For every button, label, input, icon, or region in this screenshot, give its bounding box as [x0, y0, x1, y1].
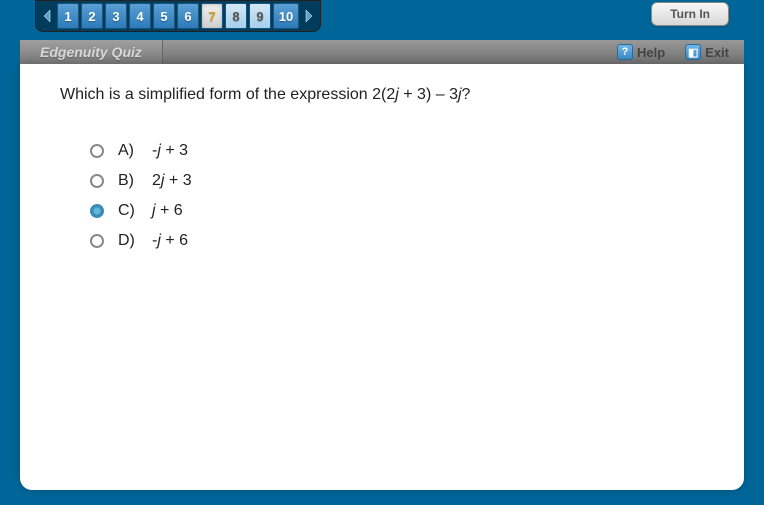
question-nav-5[interactable]: 5: [153, 3, 175, 29]
option-text: -j + 3: [152, 142, 188, 160]
option-text: -j + 6: [152, 232, 188, 250]
option-row-d: D) -j + 6: [90, 232, 704, 250]
option-text: 2j + 3: [152, 172, 192, 190]
option-letter: A): [118, 142, 138, 160]
radio-b[interactable]: [90, 174, 104, 188]
content-area: Which is a simplified form of the expres…: [20, 64, 744, 490]
header-bar: Edgenuity Quiz ? Help ◧ Exit: [20, 40, 744, 64]
radio-c[interactable]: [90, 204, 104, 218]
option-row-a: A) -j + 3: [90, 142, 704, 160]
question-nav-8[interactable]: 8: [225, 3, 247, 29]
question-nav-2[interactable]: 2: [81, 3, 103, 29]
exit-button[interactable]: ◧ Exit: [685, 44, 729, 60]
question-nav-7[interactable]: 7: [201, 3, 223, 29]
option-letter: C): [118, 202, 138, 220]
option-letter: B): [118, 172, 138, 190]
question-nav-10[interactable]: 10: [273, 3, 299, 29]
quiz-title: Edgenuity Quiz: [20, 40, 163, 64]
help-label: Help: [637, 45, 665, 60]
radio-a[interactable]: [90, 144, 104, 158]
option-row-b: B) 2j + 3: [90, 172, 704, 190]
exit-label: Exit: [705, 45, 729, 60]
question-navigator: 12345678910: [35, 0, 321, 32]
next-arrow-icon[interactable]: [300, 3, 318, 29]
prev-arrow-icon[interactable]: [38, 3, 56, 29]
top-bar: 12345678910 Turn In: [0, 0, 764, 30]
question-nav-1[interactable]: 1: [57, 3, 79, 29]
options-list: A) -j + 3 B) 2j + 3 C) j + 6 D) -j + 6: [60, 142, 704, 250]
question-text: Which is a simplified form of the expres…: [60, 86, 704, 104]
option-text: j + 6: [152, 202, 183, 220]
radio-d[interactable]: [90, 234, 104, 248]
help-button[interactable]: ? Help: [617, 44, 665, 60]
question-nav-4[interactable]: 4: [129, 3, 151, 29]
question-nav-3[interactable]: 3: [105, 3, 127, 29]
question-nav-9[interactable]: 9: [249, 3, 271, 29]
option-letter: D): [118, 232, 138, 250]
turn-in-button[interactable]: Turn In: [651, 2, 729, 26]
question-nav-6[interactable]: 6: [177, 3, 199, 29]
option-row-c: C) j + 6: [90, 202, 704, 220]
content-wrapper: Edgenuity Quiz ? Help ◧ Exit Which is a …: [20, 40, 744, 490]
help-icon: ?: [617, 44, 633, 60]
exit-icon: ◧: [685, 44, 701, 60]
